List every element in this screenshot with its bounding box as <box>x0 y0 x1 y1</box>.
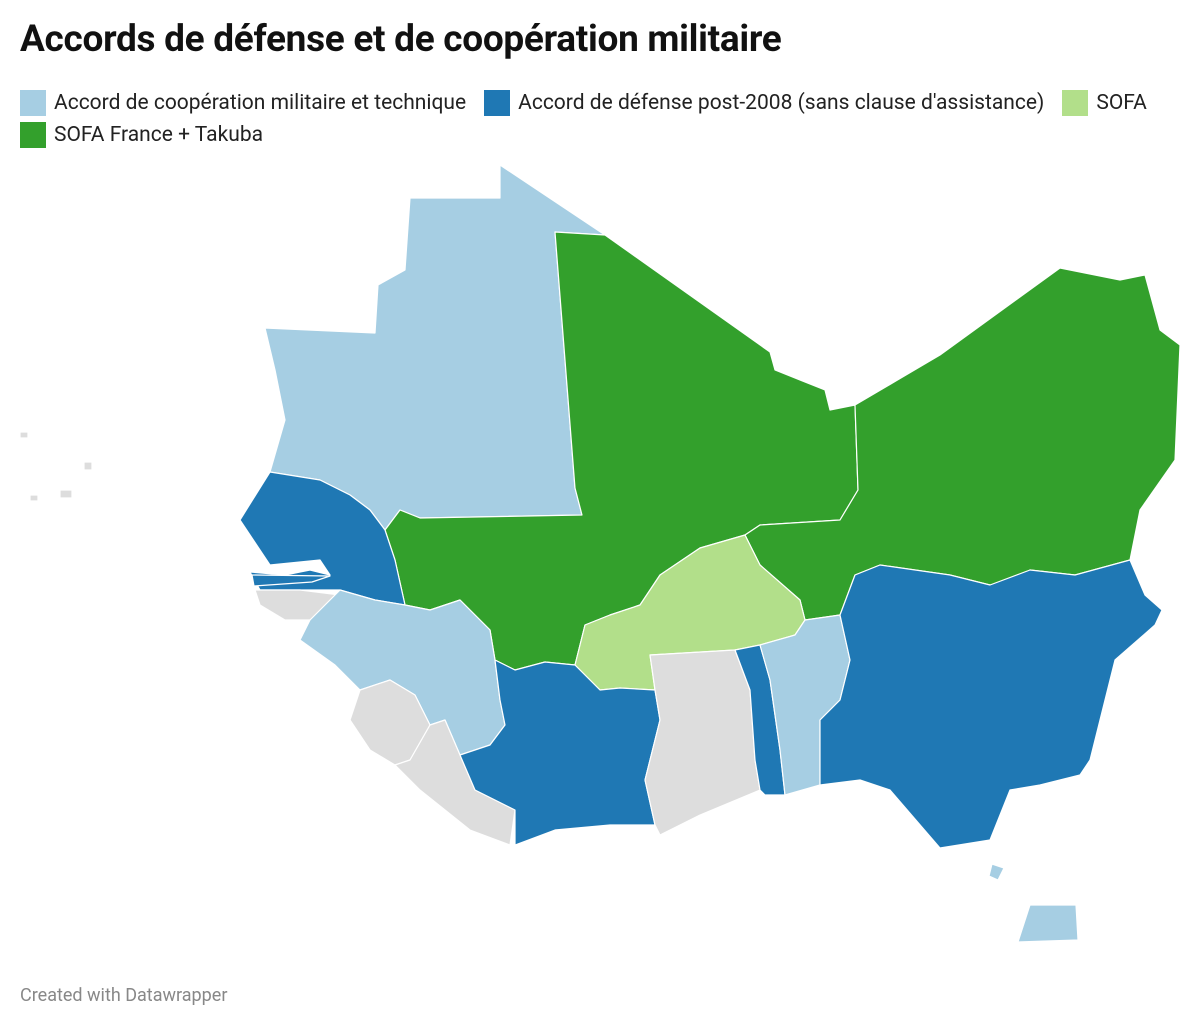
legend-item: Accord de coopération militaire et techn… <box>20 90 466 116</box>
country <box>988 863 1005 881</box>
legend-item: SOFA <box>1062 90 1147 116</box>
legend: Accord de coopération militaire et techn… <box>20 90 1180 148</box>
legend-swatch <box>1062 90 1089 116</box>
legend-label: Accord de défense post-2008 (sans clause… <box>518 91 1045 115</box>
country <box>264 164 606 531</box>
legend-item: Accord de défense post-2008 (sans clause… <box>484 90 1044 116</box>
countries <box>19 164 1181 943</box>
country <box>19 431 93 502</box>
legend-label: SOFA <box>1096 91 1147 115</box>
country <box>251 574 331 587</box>
country <box>394 719 516 846</box>
legend-swatch <box>20 122 46 148</box>
country <box>819 559 1163 849</box>
country <box>1017 904 1079 943</box>
legend-swatch <box>20 90 46 116</box>
legend-swatch <box>484 90 511 116</box>
legend-label: Accord de coopération militaire et techn… <box>54 91 467 115</box>
credit: Created with Datawrapper <box>20 985 228 1006</box>
title: Accords de défense et de coopération mil… <box>20 18 782 61</box>
legend-item: SOFA France + Takuba <box>20 122 263 148</box>
legend-label: SOFA France + Takuba <box>54 123 264 147</box>
country <box>459 659 661 846</box>
country <box>644 649 761 836</box>
